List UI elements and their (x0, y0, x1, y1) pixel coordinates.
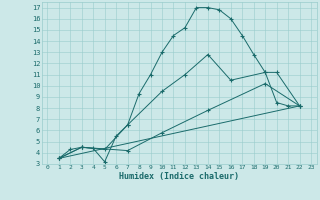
X-axis label: Humidex (Indice chaleur): Humidex (Indice chaleur) (119, 172, 239, 181)
